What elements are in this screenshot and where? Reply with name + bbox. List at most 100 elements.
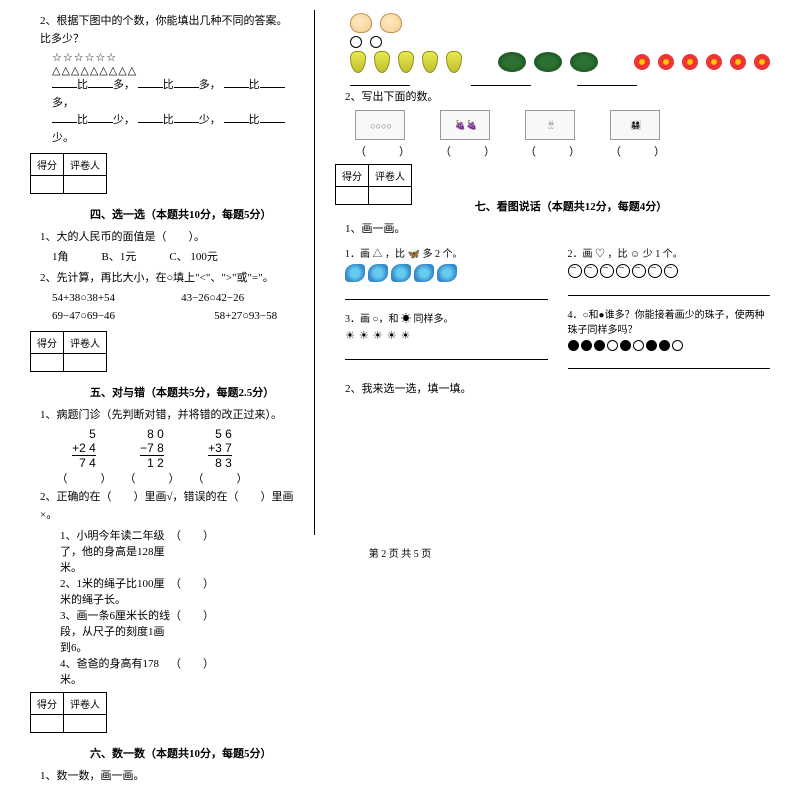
flower-icon	[658, 54, 674, 70]
compare-row-1: 比多， 比多， 比多，	[52, 77, 294, 112]
pear-icon	[398, 51, 414, 73]
section-5-title: 五、对与错（本题共5分，每题2.5分）	[90, 384, 274, 400]
pear-icon	[350, 51, 366, 73]
grapes-image: 🍇🍇	[440, 110, 490, 140]
sun-icon: ☀	[359, 329, 369, 342]
smile-icon	[632, 264, 646, 278]
circle-icon	[370, 36, 382, 48]
answer-line-4	[568, 357, 771, 369]
smile-row	[568, 264, 771, 278]
draw-1: 1．画 △ ，比 🦋 多 2 个。	[345, 245, 548, 260]
flower-icon	[706, 54, 722, 70]
bead-row	[568, 340, 771, 351]
flower-icon	[730, 54, 746, 70]
s7-q1: 1、画一画。	[345, 221, 770, 239]
draw-3: 3．画 ○，和 ☀ 同样多。	[345, 310, 548, 325]
draw-section: 1．画 △ ，比 🦋 多 2 个。 3．画 ○，和 ☀ 同样多。 ☀ ☀ ☀ ☀ ☀ 2…	[345, 241, 770, 369]
smile-icon	[648, 264, 662, 278]
sun-icon: ☀	[401, 329, 411, 342]
score-box-6: 得分评卷人	[30, 692, 107, 733]
bead-black-icon	[646, 340, 657, 351]
right-q2: 2、写出下面的数。	[345, 89, 770, 107]
answer-lines	[350, 76, 770, 86]
smile-icon	[600, 264, 614, 278]
bead-black-icon	[594, 340, 605, 351]
draw-2: 2．画 ♡ ，比 ☺ 少 1 个。	[568, 245, 771, 260]
sun-row: ☀ ☀ ☀ ☀ ☀	[345, 329, 548, 342]
page-footer: 第 2 页 共 5 页	[0, 545, 800, 560]
flower-icon	[682, 54, 698, 70]
peach-row	[350, 13, 770, 33]
family-image: 👨‍👩‍👧‍👦	[610, 110, 660, 140]
smile-icon	[664, 264, 678, 278]
pear-icon	[374, 51, 390, 73]
peach-icon	[350, 13, 372, 33]
score-box-7: 得分评卷人	[335, 164, 412, 205]
answer-line-2	[568, 284, 771, 296]
tf-2: 2、1米的绳子比100厘米的绳子长。（ ）	[60, 575, 214, 607]
left-column: 2、根据下图中的个数，你能填出几种不同的答案。比多少？ ☆☆☆☆☆☆ △△△△△…	[30, 10, 294, 535]
write-numbers-row: ○○○○（ ） 🍇🍇（ ） 🕯🕯（ ） 👨‍👩‍👧‍👦（ ）	[355, 110, 770, 159]
score-box-4: 得分评卷人	[30, 153, 107, 194]
butterfly-icon	[368, 264, 388, 282]
eggs-image: ○○○○	[355, 110, 405, 140]
flower-icon	[754, 54, 770, 70]
sun-icon: ☀	[345, 329, 355, 342]
pear-icon	[446, 51, 462, 73]
answer-line-3	[345, 348, 548, 360]
pear-icon	[422, 51, 438, 73]
paren-row-1: （ ）（ ）（ ）	[50, 470, 254, 486]
s4-q2: 2、先计算，再比大小，在○填上"<"、">"或"="。	[40, 270, 294, 288]
flower-icon	[634, 54, 650, 70]
peach-icon	[380, 13, 402, 33]
section-4-title: 四、选一选（本题共10分，每题5分）	[90, 206, 272, 222]
answer-line-1	[345, 288, 548, 300]
s4-calc-row2: 69−47○69−46 58+27○93−58	[52, 308, 294, 326]
butterfly-row	[345, 264, 548, 282]
smile-icon	[616, 264, 630, 278]
bead-black-icon	[581, 340, 592, 351]
butterfly-icon	[391, 264, 411, 282]
circle-icon	[350, 36, 362, 48]
candle-image: 🕯🕯	[525, 110, 575, 140]
bead-white-icon	[633, 340, 644, 351]
bead-white-icon	[672, 340, 683, 351]
s4-q1-opts: 1角 B、1元 C、 100元	[52, 249, 294, 267]
tf-4: 4、爸爸的身高有178米。（ ）	[60, 655, 214, 687]
math-problems: 5+2 47 4 8 0−7 81 2 5 6+3 78 3	[50, 427, 254, 470]
s6-q1: 1、数一数，画一画。	[40, 768, 294, 786]
page-container: 2、根据下图中的个数，你能填出几种不同的答案。比多少？ ☆☆☆☆☆☆ △△△△△…	[0, 0, 800, 540]
circle-row	[350, 36, 770, 48]
bead-black-icon	[568, 340, 579, 351]
column-divider	[314, 10, 315, 535]
melon-icon	[534, 52, 562, 72]
score-box-5: 得分评卷人	[30, 331, 107, 372]
bead-black-icon	[659, 340, 670, 351]
s5-q2: 2、正确的在（ ）里画√，错误的在（ ）里画×。	[40, 489, 294, 524]
sun-icon: ☀	[387, 329, 397, 342]
butterfly-icon	[345, 264, 365, 282]
section-7-title: 七、看图说话（本题共12分，每题4分）	[475, 198, 668, 214]
s5-q1: 1、病题门诊（先判断对错，并将错的改正过来）。	[40, 407, 294, 425]
sun-icon: ☀	[373, 329, 383, 342]
compare-row-2: 比少， 比少， 比少。	[52, 112, 294, 147]
s4-q1: 1、大的人民币的面值是（ ）。	[40, 229, 294, 247]
bead-white-icon	[607, 340, 618, 351]
q2-prompt: 2、根据下图中的个数，你能填出几种不同的答案。比多少？	[40, 13, 294, 48]
tf-3: 3、画一条6厘米长的线段，从尺子的刻度1画到6。（ ）	[60, 607, 214, 655]
smile-icon	[568, 264, 582, 278]
bead-black-icon	[620, 340, 631, 351]
draw-4: 4．○和●谁多？你能接着画少的珠子，使两种珠子同样多吗？	[568, 306, 771, 336]
s7-q2: 2、我来选一选，填一填。	[345, 381, 770, 399]
butterfly-icon	[437, 264, 457, 282]
right-column: 2、写出下面的数。 ○○○○（ ） 🍇🍇（ ） 🕯🕯（ ） 👨‍👩‍👧‍👦（ ）…	[335, 10, 770, 535]
melon-icon	[498, 52, 526, 72]
mixed-row	[350, 51, 770, 73]
triangles-row: △△△△△△△△△	[52, 64, 294, 77]
s4-calc-row1: 54+38○38+54 43−26○42−26	[52, 290, 294, 308]
stars-row: ☆☆☆☆☆☆	[52, 51, 294, 64]
section-6-title: 六、数一数（本题共10分，每题5分）	[90, 745, 272, 761]
melon-icon	[570, 52, 598, 72]
smile-icon	[584, 264, 598, 278]
butterfly-icon	[414, 264, 434, 282]
